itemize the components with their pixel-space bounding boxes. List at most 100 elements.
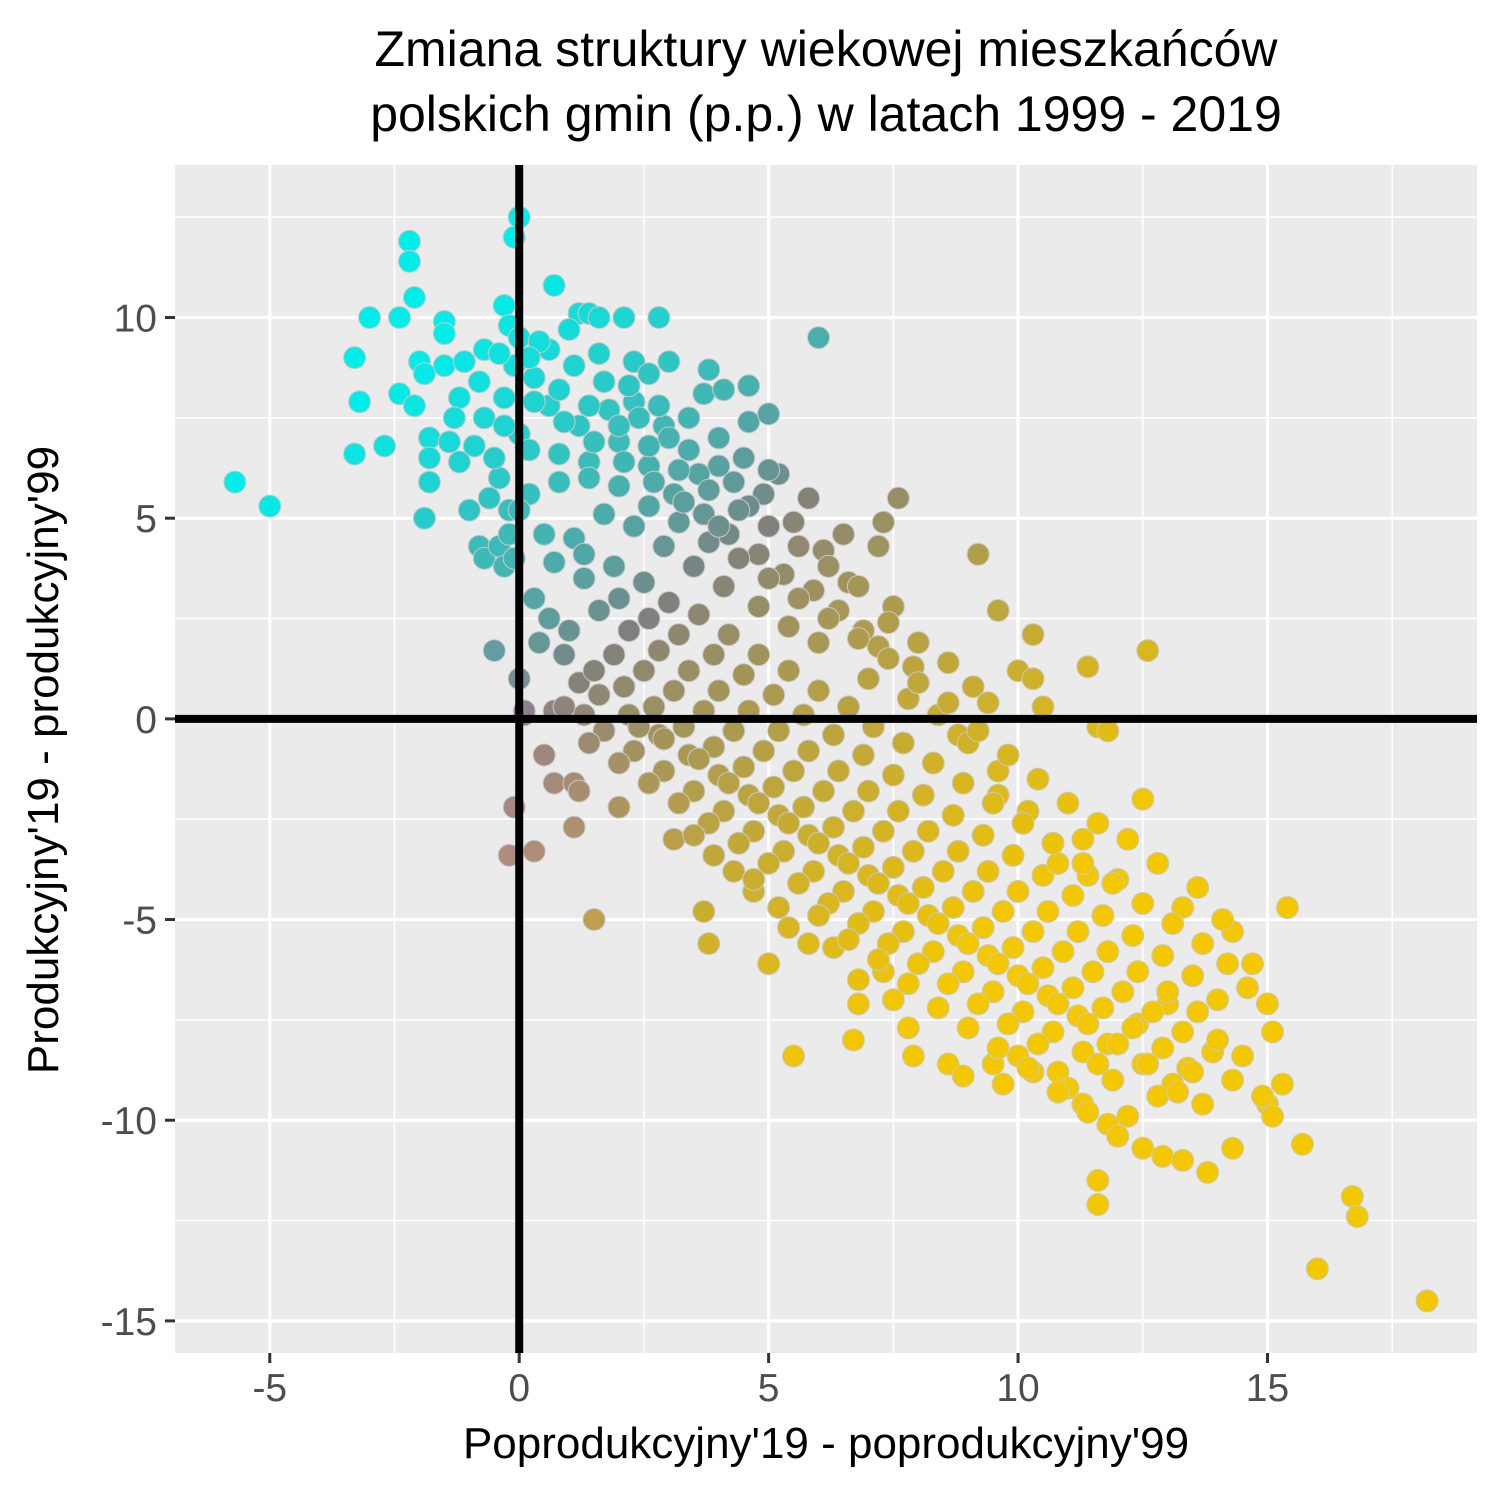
data-point [737, 374, 761, 398]
data-point [1046, 992, 1070, 1016]
data-point [1046, 1080, 1070, 1104]
data-point [1156, 980, 1180, 1004]
data-point [846, 968, 870, 992]
data-point [402, 394, 426, 418]
data-point [532, 743, 556, 767]
data-point [1061, 883, 1085, 907]
data-point [373, 434, 397, 458]
data-point [886, 486, 910, 510]
data-point [931, 859, 955, 883]
data-point [732, 755, 756, 779]
data-point [1191, 932, 1215, 956]
data-point [1086, 1193, 1110, 1216]
data-point [437, 430, 461, 454]
data-point [836, 695, 860, 719]
data-point [1076, 655, 1100, 679]
data-point [866, 534, 890, 558]
data-point [1086, 1168, 1110, 1192]
data-point [757, 402, 781, 426]
data-point [482, 446, 506, 470]
data-point [841, 799, 865, 823]
data-point [652, 759, 676, 783]
data-point [1186, 875, 1210, 899]
data-point [807, 831, 831, 855]
data-point [767, 719, 791, 743]
data-point [936, 972, 960, 996]
data-point [1196, 1160, 1220, 1184]
data-point [607, 586, 631, 610]
data-point [807, 679, 831, 703]
data-point [886, 799, 910, 823]
data-point [996, 1012, 1020, 1036]
data-point [752, 739, 776, 763]
y-tick-label: 0 [135, 699, 157, 742]
data-point [547, 378, 571, 402]
data-point [1136, 1052, 1160, 1076]
data-point [542, 550, 566, 574]
data-point [1216, 952, 1240, 976]
data-point [896, 972, 920, 996]
data-point [1206, 1028, 1230, 1052]
data-point [1181, 1060, 1205, 1084]
data-point [602, 554, 626, 578]
data-point [667, 458, 691, 482]
data-point [1086, 811, 1110, 835]
data-point [402, 285, 426, 309]
data-point [807, 904, 831, 928]
data-point [647, 394, 671, 418]
data-point [637, 771, 661, 795]
data-point [1231, 1044, 1255, 1068]
data-point [976, 859, 1000, 883]
data-point [956, 1016, 980, 1040]
y-tick-label: -5 [122, 900, 157, 943]
data-point [926, 912, 950, 936]
data-point [692, 900, 716, 924]
data-point [587, 683, 611, 707]
data-point [702, 643, 726, 667]
data-point [1151, 944, 1175, 968]
data-point [472, 406, 496, 430]
data-point [542, 771, 566, 795]
data-point [1290, 1132, 1314, 1156]
data-point [1275, 896, 1299, 919]
y-axis-title: Produkcyjny'19 - produkcyjny'99 [19, 446, 68, 1074]
data-point [747, 791, 771, 815]
data-point [951, 1064, 975, 1088]
data-point [662, 679, 686, 703]
data-point [1116, 1104, 1140, 1128]
data-point [1046, 851, 1070, 875]
data-point [1136, 639, 1160, 663]
data-point [552, 643, 576, 667]
data-point [1001, 936, 1025, 960]
data-point [1071, 851, 1095, 875]
data-point [587, 599, 611, 622]
data-point [622, 514, 646, 538]
data-point [522, 366, 546, 390]
data-point [1186, 1000, 1210, 1024]
data-point [1076, 1012, 1100, 1036]
data-point [607, 474, 631, 498]
data-point [477, 486, 501, 510]
data-point [1026, 1032, 1050, 1056]
data-point [447, 450, 471, 474]
data-point [707, 454, 731, 478]
data-point [642, 695, 666, 719]
data-point [1026, 767, 1050, 791]
data-point [966, 992, 990, 1016]
minor-gridlines [175, 165, 1477, 1353]
data-point [812, 779, 836, 803]
x-axis-ticks: -5 0 5 10 15 [252, 1353, 1289, 1410]
data-point [602, 643, 626, 667]
data-point [712, 378, 736, 402]
data-point [727, 831, 751, 855]
data-point [732, 663, 756, 687]
data-point [702, 735, 726, 759]
data-point [697, 811, 721, 835]
data-point [757, 851, 781, 875]
chart-title-line-2: polskich gmin (p.p.) w latach 1999 - 201… [370, 86, 1282, 142]
data-point [946, 839, 970, 863]
data-point [777, 811, 801, 835]
data-point [667, 510, 691, 534]
